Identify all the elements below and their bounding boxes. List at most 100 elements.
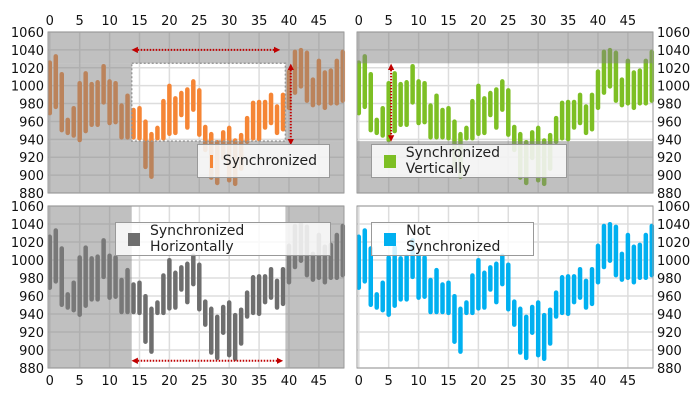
x-tick-label: 40 <box>590 374 607 389</box>
legend-swatch <box>210 154 213 168</box>
y-tick-label: 900 <box>657 169 682 184</box>
y-tick-label: 940 <box>19 133 44 148</box>
y-tick-label: 880 <box>657 187 682 202</box>
x-tick-label: 20 <box>161 374 178 389</box>
y-tick-label: 1020 <box>657 236 690 251</box>
y-tick-label: 1000 <box>11 254 44 269</box>
x-tick-label: 0 <box>46 14 54 29</box>
plot-border <box>47 31 345 194</box>
x-tick-label: 45 <box>311 374 328 389</box>
plot-border <box>356 205 654 369</box>
legend-label: Synchronized <box>222 153 317 169</box>
out-of-window-shade <box>357 32 653 64</box>
x-tick-label: 25 <box>191 14 208 29</box>
x-tick-label: 35 <box>251 14 268 29</box>
x-tick-label: 0 <box>355 374 363 389</box>
y-tick-label: 980 <box>19 98 44 113</box>
y-tick-label: 900 <box>657 344 682 359</box>
x-tick-label: 35 <box>560 374 577 389</box>
legend-label: Synchronized Vertically <box>405 145 501 177</box>
x-tick-label: 25 <box>191 374 208 389</box>
x-tick-label: 15 <box>131 374 148 389</box>
window-outline <box>130 62 287 142</box>
y-tick-label: 920 <box>19 151 44 166</box>
x-tick-label: 25 <box>500 374 517 389</box>
x-tick-label: 45 <box>311 14 328 29</box>
x-tick-label: 40 <box>281 14 298 29</box>
y-tick-label: 880 <box>657 362 682 377</box>
y-tick-label: 1000 <box>657 254 690 269</box>
y-tick-label: 1000 <box>11 80 44 95</box>
y-tick-label: 1060 <box>11 200 44 215</box>
x-tick-label: 15 <box>440 374 457 389</box>
legend-label: Synchronized Horizontally <box>149 223 245 255</box>
y-tick-label: 1040 <box>11 44 44 59</box>
x-tick-label: 20 <box>161 14 178 29</box>
x-tick-label: 5 <box>76 374 84 389</box>
y-tick-label: 1020 <box>657 62 690 77</box>
y-tick-label: 920 <box>657 326 682 341</box>
legend-swatch <box>384 154 396 168</box>
x-tick-label: 45 <box>620 14 637 29</box>
y-tick-label: 940 <box>657 308 682 323</box>
y-tick-label: 1060 <box>11 26 44 41</box>
x-tick-label: 20 <box>470 14 487 29</box>
x-tick-label: 10 <box>101 374 118 389</box>
y-tick-label: 1040 <box>657 218 690 233</box>
y-tick-label: 1060 <box>657 200 690 215</box>
y-tick-label: 920 <box>19 326 44 341</box>
legend-synchronized-horizontally: Synchronized Horizontally <box>115 222 331 256</box>
y-tick-label: 880 <box>19 362 44 377</box>
y-tick-label: 940 <box>657 133 682 148</box>
x-tick-label: 30 <box>530 374 547 389</box>
x-tick-label: 5 <box>76 14 84 29</box>
y-tick-label: 900 <box>19 344 44 359</box>
y-tick-label: 1060 <box>657 26 690 41</box>
x-tick-label: 10 <box>410 14 427 29</box>
y-tick-label: 1040 <box>657 44 690 59</box>
y-tick-label: 980 <box>19 272 44 287</box>
y-tick-label: 1040 <box>11 218 44 233</box>
chart-panel-0: 0 5 10 15 20 25 30 35 40 45 880 900 920 940 960 980 1000… <box>11 14 346 202</box>
x-tick-label: 40 <box>590 14 607 29</box>
y-tick-label: 920 <box>657 151 682 166</box>
x-tick-label: 30 <box>221 14 238 29</box>
x-tick-label: 15 <box>440 14 457 29</box>
x-tick-label: 5 <box>385 374 393 389</box>
y-tick-label: 940 <box>19 308 44 323</box>
legend-synchronized-vertically: Synchronized Vertically <box>371 144 567 178</box>
out-of-window-shade <box>48 63 132 142</box>
y-tick-label: 980 <box>657 98 682 113</box>
x-tick-label: 30 <box>221 374 238 389</box>
x-tick-label: 0 <box>46 374 54 389</box>
x-tick-label: 45 <box>620 374 637 389</box>
out-of-window-shade <box>285 63 344 142</box>
plot-border <box>47 205 345 369</box>
legend-swatch <box>384 232 397 246</box>
x-tick-label: 25 <box>500 14 517 29</box>
y-tick-label: 900 <box>19 169 44 184</box>
out-of-window-shade <box>48 32 344 64</box>
x-tick-label: 35 <box>251 374 268 389</box>
y-tick-label: 880 <box>19 187 44 202</box>
x-tick-label: 40 <box>281 374 298 389</box>
x-tick-label: 10 <box>101 14 118 29</box>
x-tick-label: 15 <box>131 14 148 29</box>
y-tick-label: 960 <box>657 115 682 130</box>
y-tick-label: 960 <box>19 115 44 130</box>
y-tick-label: 960 <box>657 290 682 305</box>
plot-border <box>356 31 654 194</box>
legend-label: Not Synchronized <box>406 223 501 255</box>
legend-synchronized: Synchronized <box>197 144 330 178</box>
x-tick-label: 20 <box>470 374 487 389</box>
y-tick-label: 980 <box>657 272 682 287</box>
y-tick-label: 1020 <box>11 62 44 77</box>
x-tick-label: 30 <box>530 14 547 29</box>
y-tick-label: 1000 <box>657 80 690 95</box>
x-tick-label: 0 <box>355 14 363 29</box>
x-tick-label: 5 <box>385 14 393 29</box>
legend-not-synchronized: Not Synchronized <box>371 222 534 256</box>
x-tick-label: 35 <box>560 14 577 29</box>
